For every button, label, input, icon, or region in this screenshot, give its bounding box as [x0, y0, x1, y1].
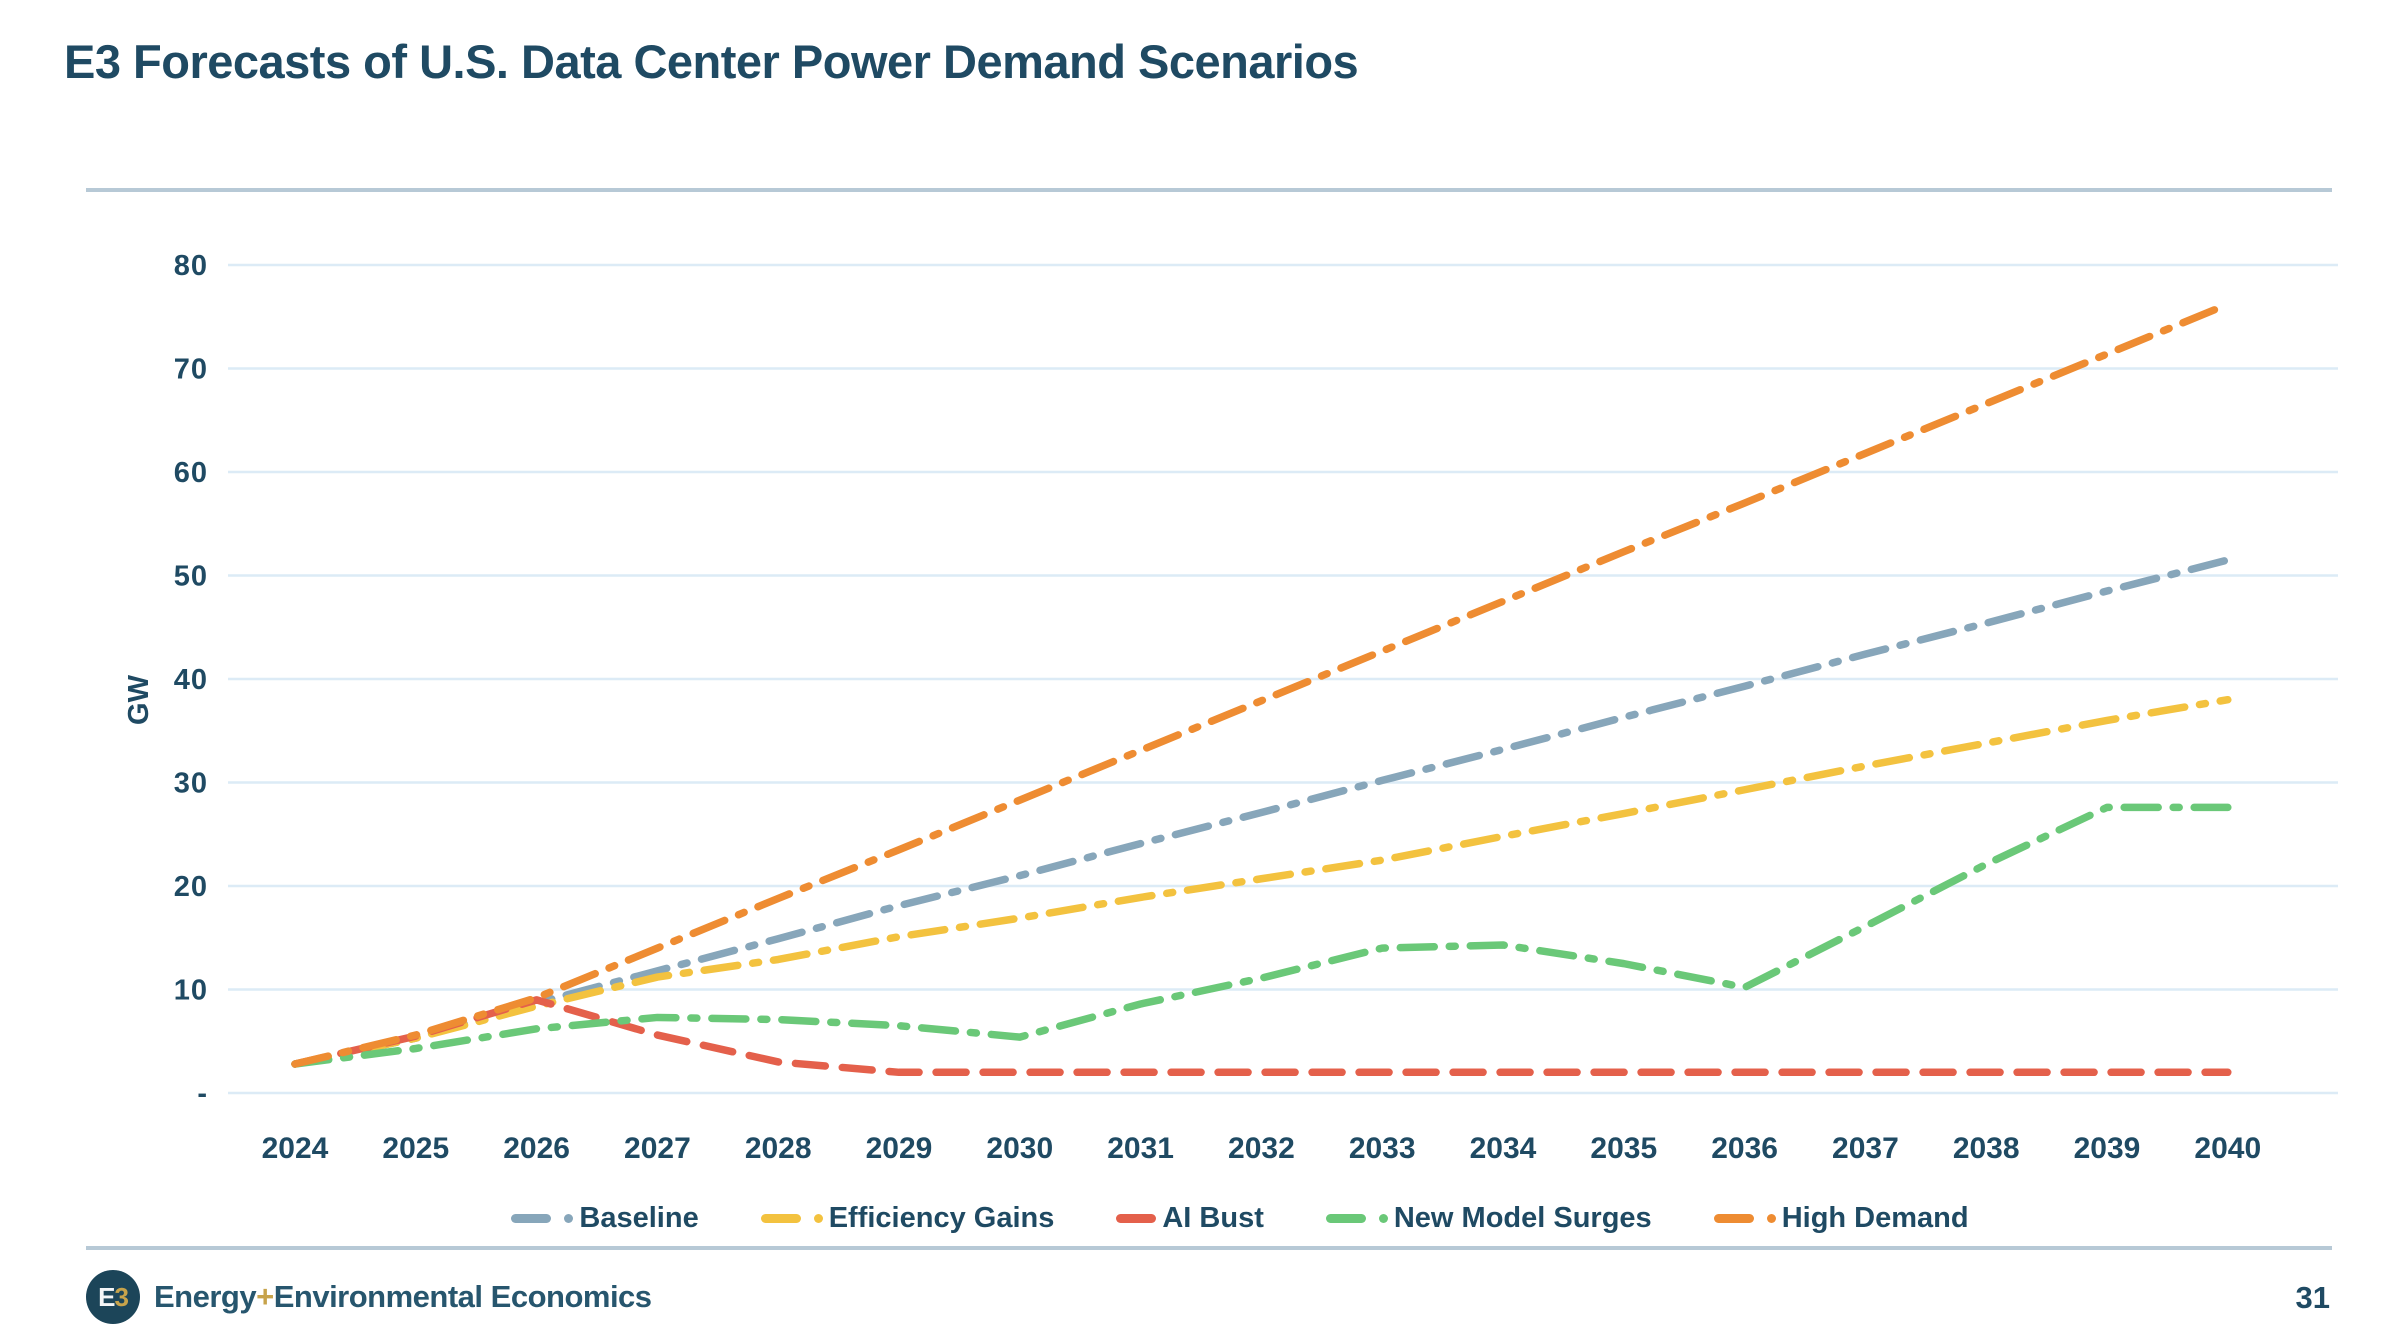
legend-label: New Model Surges	[1393, 1201, 1652, 1234]
x-tick-label: 2027	[624, 1132, 691, 1165]
ai-bust-dash-swatch	[1116, 1213, 1157, 1223]
x-tick-label: 2030	[986, 1132, 1053, 1165]
legend-label: AI Bust	[1162, 1201, 1264, 1234]
legend-item-ai-bust: AI Bust	[1116, 1202, 1264, 1235]
x-tick-label: 2037	[1832, 1132, 1899, 1165]
legend-item-high-demand: High Demand	[1713, 1201, 1969, 1235]
x-tick-label: 2032	[1228, 1132, 1295, 1165]
x-tick-label: 2028	[745, 1132, 812, 1165]
x-tick-label: 2036	[1711, 1132, 1778, 1165]
line-new-model-surges	[291, 803, 2232, 1068]
x-tick-label: 2025	[382, 1132, 449, 1165]
footer-divider	[86, 1246, 2332, 1250]
x-tick-label: 2033	[1349, 1132, 1416, 1165]
x-tick-label: 2024	[262, 1132, 329, 1165]
page-title: E3 Forecasts of U.S. Data Center Power D…	[64, 35, 1359, 88]
y-axis-title: GW	[123, 674, 155, 725]
legend-item-baseline: Baseline	[511, 1201, 699, 1235]
line-ai-bust	[291, 996, 2232, 1077]
x-tick-label: 2038	[1953, 1132, 2020, 1165]
legend-label: Efficiency Gains	[828, 1201, 1055, 1234]
legend-label: High Demand	[1781, 1201, 1969, 1234]
x-tick-label: 2034	[1470, 1132, 1537, 1165]
y-tick-label: 70	[174, 354, 208, 386]
high-demand-dash-swatch	[1713, 1213, 1754, 1223]
y-tick-label: 50	[174, 561, 208, 593]
baseline-dash-swatch	[511, 1213, 552, 1223]
page-number: 31	[2295, 1280, 2330, 1315]
x-tick-label: 2039	[2074, 1132, 2141, 1165]
y-tick-label: 20	[174, 871, 208, 903]
y-tick-label: -	[197, 1078, 208, 1110]
new-model-surges-dash-swatch	[1325, 1213, 1366, 1223]
y-tick-label: 60	[174, 457, 208, 489]
y-tick-label: 40	[174, 664, 208, 696]
line-efficiency-gains	[291, 695, 2232, 1068]
gridlines	[228, 263, 2338, 1095]
x-tick-label: 2040	[2194, 1132, 2261, 1165]
y-axis-tick-labels: 80 70 60 50 40 30 20 10 -	[174, 250, 208, 1110]
brand-plus-sign: +	[256, 1279, 274, 1314]
efficiency-gains-dash-swatch	[760, 1213, 801, 1223]
brand-energy: Energy	[154, 1279, 257, 1314]
y-tick-label: 10	[174, 975, 208, 1007]
x-tick-label: 2035	[1590, 1132, 1657, 1165]
brand-rest: Environmental Economics	[273, 1279, 652, 1314]
new-model-surges-dot-swatch	[1378, 1213, 1388, 1223]
line-baseline	[291, 556, 2232, 1068]
efficiency-gains-dot-swatch	[813, 1213, 823, 1223]
legend-label: Baseline	[579, 1201, 699, 1234]
logo-letter-e: E	[98, 1281, 115, 1312]
logo-digit-3: 3	[114, 1281, 129, 1312]
x-tick-label: 2026	[503, 1132, 570, 1165]
x-axis-tick-labels: 2024 2025 2026 2027 2028 2029 2030 2031 2032 2033…	[262, 1132, 2262, 1165]
chart-legend: Baseline Efficiency Gains AI Bust New Mo…	[250, 1196, 2230, 1240]
series-lines	[291, 300, 2232, 1077]
line-high-demand	[291, 300, 2232, 1068]
high-demand-dot-swatch	[1766, 1213, 1776, 1223]
x-tick-label: 2031	[1107, 1132, 1174, 1165]
legend-item-efficiency-gains: Efficiency Gains	[760, 1201, 1055, 1235]
baseline-dot-swatch	[564, 1213, 574, 1223]
title-divider	[86, 188, 2332, 192]
x-tick-label: 2029	[866, 1132, 933, 1165]
legend-item-new-model-surges: New Model Surges	[1325, 1201, 1652, 1235]
y-tick-label: 80	[174, 250, 208, 282]
brand-name: Energy+Environmental Economics	[154, 1279, 652, 1315]
y-tick-label: 30	[174, 768, 208, 800]
